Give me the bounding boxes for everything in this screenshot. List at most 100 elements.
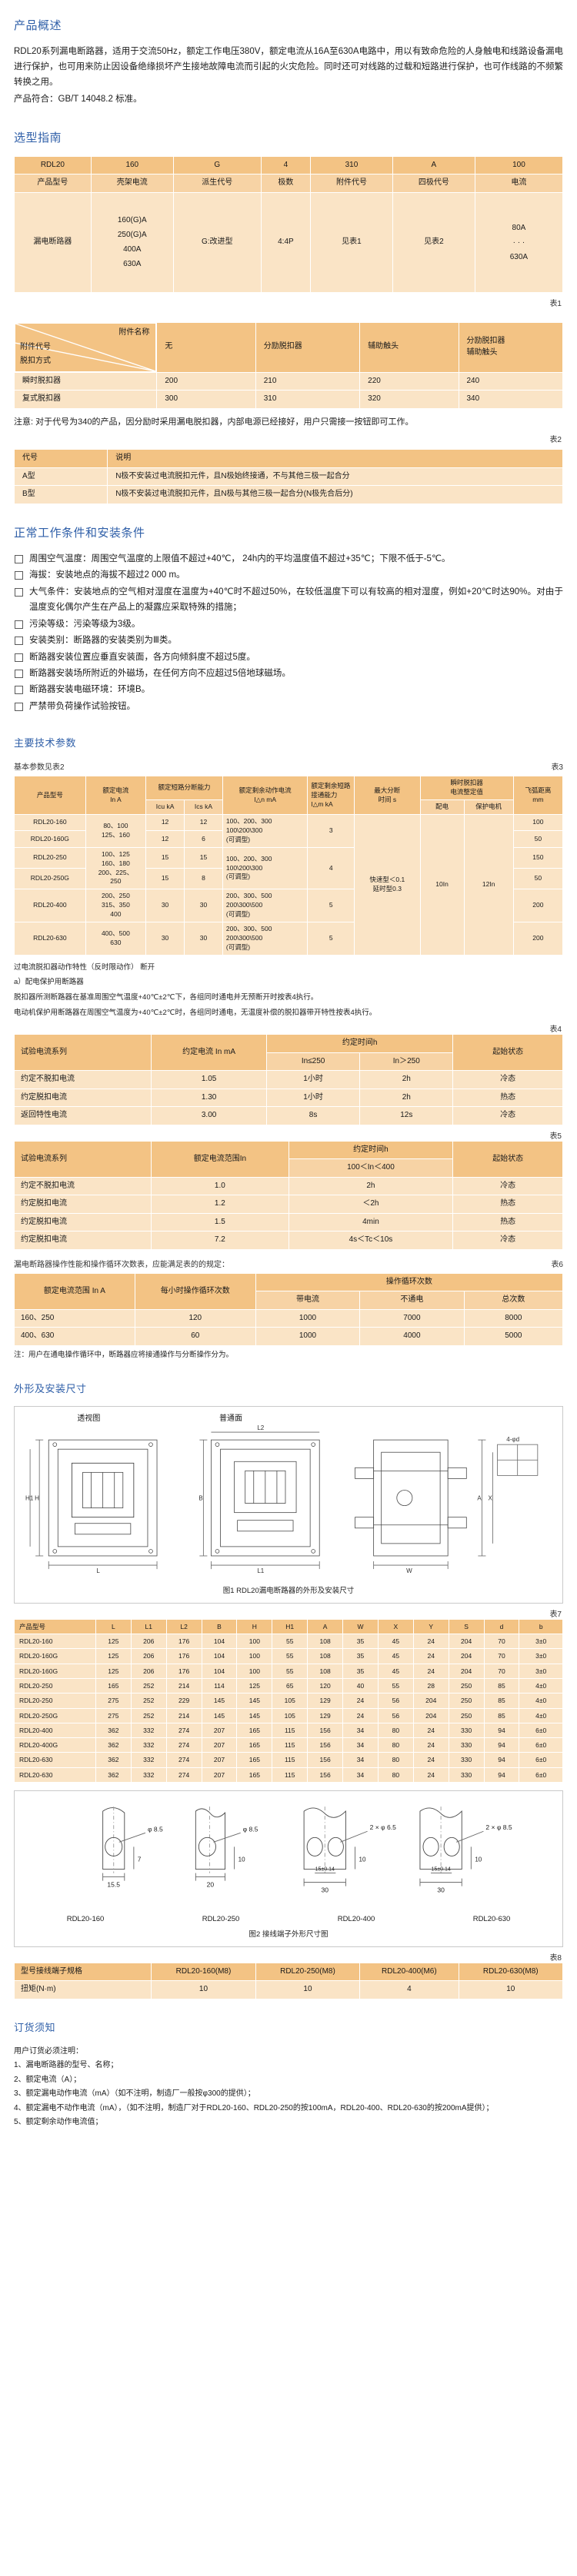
dim-cell: 24 — [412, 1767, 449, 1783]
spec-max-time: 快速型＜0.1 延时型0.3 — [354, 814, 421, 956]
dim-cell: 330 — [448, 1752, 485, 1768]
col-header-initial-state: 起始状态 — [452, 1140, 563, 1178]
life-range: 160、250 — [14, 1308, 135, 1328]
dim-cell: 34 — [342, 1737, 379, 1753]
terminal-model-label: RDL20-160 — [66, 1914, 105, 1923]
col-header-dim: L — [95, 1618, 132, 1634]
table-row-header-sub: In≤250 In＞250 — [15, 1052, 563, 1072]
svg-text:20: 20 — [207, 1881, 215, 1889]
table-caption-1: 表1 — [549, 299, 562, 308]
svg-text:X: X — [488, 1495, 492, 1502]
trip-row-state: 冷态 — [452, 1176, 563, 1196]
table-row: RDL20-250 100、125 160、180 200、225、 250 1… — [14, 846, 564, 890]
spec-arc: 50 — [512, 867, 564, 890]
col-header-ics: Ics kA — [184, 799, 223, 816]
accessory-code-table: 附件名称 附件代号 脱扣方式 无 分励脱扣器 辅助触头 分励脱扣器 辅助触头 瞬… — [13, 321, 563, 409]
code-cell: 310 — [309, 155, 393, 175]
spec-model: RDL20-630 — [14, 921, 86, 956]
trip-row-state: 热态 — [452, 1212, 563, 1232]
spec-arc: 200 — [512, 921, 564, 956]
col-header-terminal-spec: 型号接线端子规格 — [13, 1962, 152, 1982]
trip-row-time-2: 2h — [359, 1070, 454, 1089]
table-row: 约定脱扣电流 1.30 1小时 2h 热态 — [13, 1088, 563, 1108]
table-row: B型 N极不安装过电流脱扣元件，且N极与其他三极一起合分(N极先合后分) — [13, 485, 563, 504]
table-row: RDL20-250G 15 8 50 — [14, 867, 564, 890]
value-cell: G:改进型 — [172, 191, 262, 293]
value-cell: 见表1 — [309, 191, 393, 293]
spec-model: RDL20-250 — [14, 846, 86, 869]
accessory-corner-bottom: 脱扣方式 — [20, 357, 51, 365]
trip-row-state: 冷态 — [452, 1106, 563, 1125]
col-header-total-cycles: 操作循环次数 — [255, 1272, 564, 1292]
dim-cell: 105 — [272, 1693, 309, 1709]
col-header-in-gt-250: In＞250 — [359, 1052, 454, 1072]
accessory-code: 310 — [255, 390, 361, 409]
terminal-model-label: RDL20-400 — [337, 1914, 375, 1923]
dim-cell: 274 — [165, 1767, 202, 1783]
spec-motor: 12In — [463, 814, 514, 956]
col-header-dim: A — [307, 1618, 344, 1634]
dim-cell: 34 — [342, 1752, 379, 1768]
trip-row-state: 冷态 — [452, 1231, 563, 1250]
dim-cell: 80 — [377, 1752, 414, 1768]
label-cell: 产品型号 — [14, 174, 92, 193]
view-label-perspective: 透视图 — [77, 1414, 101, 1424]
code-cell: RDL20 — [14, 155, 92, 175]
dim-cell: 156 — [307, 1767, 344, 1783]
svg-text:10: 10 — [359, 1856, 366, 1863]
life-with: 1000 — [255, 1308, 361, 1328]
spec-current: 400、500 630 — [85, 921, 147, 956]
ordering-item: 3、额定漏电动作电流（mA）（如不注明，制造厂一般按φ300的提供）； — [14, 2089, 255, 2099]
dim-cell: 250 — [448, 1693, 485, 1709]
label-cell: 四极代号 — [392, 174, 475, 193]
col-header-arc: 飞弧距离 mm — [512, 776, 564, 816]
accessory-code: 220 — [359, 371, 459, 391]
spec-ics: 6 — [184, 830, 223, 848]
dim-cell: 125 — [95, 1633, 132, 1650]
selection-guide-table: RDL20 160 G 4 310 A 100 产品型号 壳架电流 派生代号 极… — [14, 155, 564, 293]
table-row: RDL20-630 362 332 274 207 165 115 156 34 80 24 330 9… — [14, 1767, 563, 1783]
dim-cell: 24 — [342, 1693, 379, 1709]
dim-cell: 145 — [201, 1693, 238, 1709]
dim-cell: 145 — [201, 1707, 238, 1723]
col-header-dim: X — [377, 1618, 414, 1634]
col-header-model: 产品型号 — [14, 1618, 96, 1634]
dim-cell: 176 — [165, 1633, 202, 1650]
pole-desc: N极不安装过电流脱扣元件，且N极始终接通，不与其他三极一起合分 — [107, 467, 563, 487]
dim-model: RDL20-250G — [14, 1707, 96, 1723]
trip-row-time: 2h — [288, 1176, 454, 1196]
dim-cell: 165 — [236, 1737, 273, 1753]
list-item: 大气条件：安装地点的空气相对湿度在温度为+40℃时不超过50%，在较低温度下可以… — [14, 584, 563, 616]
specs-caption-row: 基本参数见表2 表3 — [14, 760, 563, 772]
spec-residual-short: 5 — [307, 921, 355, 956]
spec-current: 80、100 125、160 — [85, 814, 147, 848]
col-header-without-current: 不通电 — [359, 1291, 465, 1310]
value-cell: 见表2 — [392, 191, 475, 293]
trip-row-time-2: 12s — [359, 1106, 454, 1125]
life-table-note: 注：用户在通电操作循环中，断路器应将接通操作与分断操作分为。 — [14, 1350, 234, 1359]
spec-current: 200、250 315、350 400 — [85, 889, 147, 922]
svg-text:4-φd: 4-φd — [506, 1437, 519, 1444]
accessory-code: 300 — [156, 390, 256, 409]
spec-residual: 200、300、500 200\300\500 (可调型) — [222, 889, 309, 922]
section-title-specs: 主要技术参数 — [14, 737, 77, 750]
terminal-model-label: RDL20-250 — [202, 1914, 240, 1923]
dim-cell: 40 — [342, 1677, 379, 1694]
accessory-corner-top: 附件名称 — [118, 327, 150, 337]
dim-cell: 100 — [236, 1633, 273, 1650]
spec-model: RDL20-160 — [14, 814, 86, 832]
life-with: 1000 — [255, 1327, 361, 1346]
list-item: 严禁带负荷操作试验按钮。 — [14, 699, 563, 714]
col-header-with-current: 带电流 — [255, 1291, 361, 1310]
dim-cell: 125 — [236, 1677, 273, 1694]
col-header-distribution: 配电 — [419, 799, 465, 816]
dim-cell: 362 — [95, 1722, 132, 1739]
dim-cell: 28 — [412, 1677, 449, 1694]
table-row: 约定脱扣电流 1.2 ＜2h 热态 — [13, 1195, 563, 1214]
col-header-range-note: 100＜In＜400 — [288, 1158, 454, 1178]
diagonal-header: 附件名称 附件代号 脱扣方式 — [15, 322, 157, 372]
dim-cell: 56 — [377, 1693, 414, 1709]
col-header-dim: b — [519, 1618, 563, 1634]
table-row: 约定不脱扣电流 1.05 1小时 2h 冷态 — [13, 1070, 563, 1089]
trip-row-state: 热态 — [452, 1088, 563, 1108]
